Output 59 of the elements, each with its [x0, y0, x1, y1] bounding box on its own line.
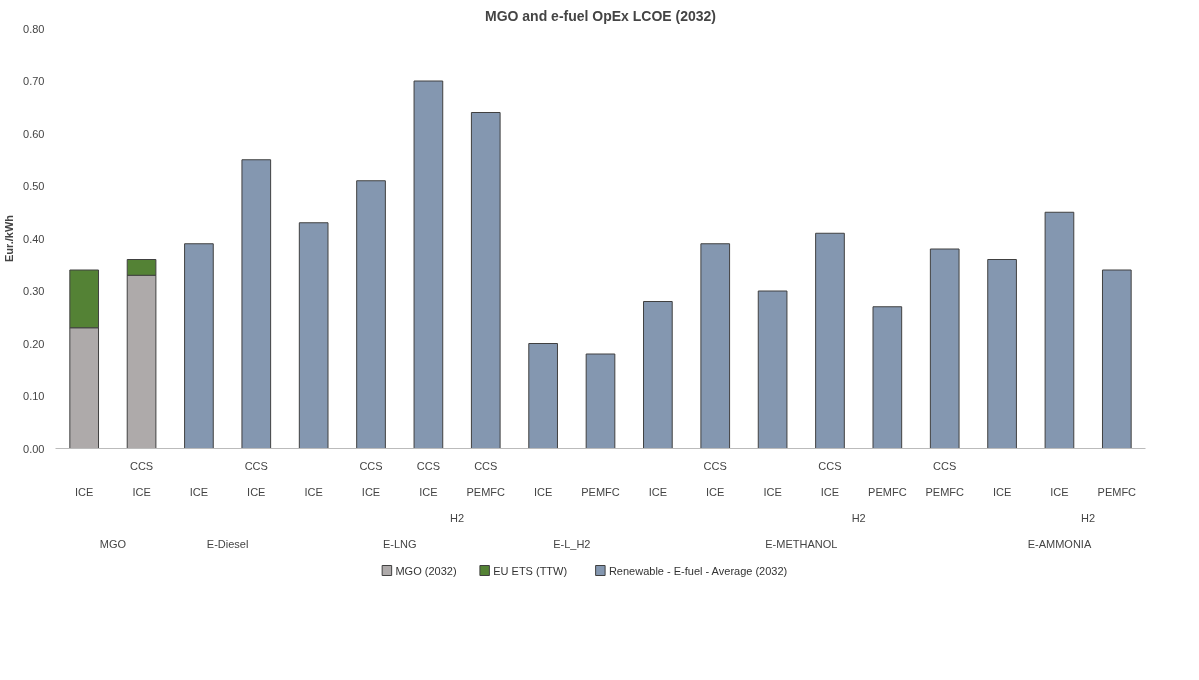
y-axis-title: Eur./kWh	[3, 214, 16, 263]
category-label: CCS ICE	[244, 459, 268, 498]
bar	[470, 112, 501, 449]
y-tick-label: 0.80	[23, 22, 45, 35]
bar	[987, 259, 1017, 449]
text: E-AMMONIA	[1027, 537, 1092, 550]
legend-label: Renewable - E-fuel - Average (2032)	[608, 564, 788, 577]
x-tick-label: ICE	[189, 485, 209, 498]
bar	[700, 243, 731, 449]
y-tick-label: 0.10	[23, 390, 45, 402]
bar	[929, 248, 960, 449]
text: E-Diesel	[206, 537, 249, 550]
bar	[298, 222, 329, 449]
x-tick-label: ICE	[992, 485, 1012, 498]
y-tick-label: 0.20	[23, 337, 45, 350]
bar	[184, 243, 214, 449]
bar	[815, 232, 845, 449]
text: H2	[450, 511, 465, 524]
text: H2	[1081, 511, 1096, 524]
bar	[585, 353, 616, 449]
chart-title: MGO and e-fuel OpEx LCOE (2032)	[484, 7, 717, 24]
x-tick-label: ICE	[763, 485, 782, 498]
text: MGO	[99, 537, 127, 550]
x-tick-label: PEMFC	[868, 485, 907, 498]
bar	[356, 180, 386, 449]
bar	[1044, 211, 1075, 449]
bar	[643, 301, 673, 449]
bar	[1101, 269, 1132, 449]
x-tick-label: ICE	[533, 485, 553, 498]
legend-label: EU ETS (TTW)	[493, 564, 568, 577]
text: E-L_H2	[553, 537, 591, 550]
x-tick-label: PEMFC	[1097, 485, 1137, 498]
bar	[528, 343, 558, 449]
category-label: CCS ICE	[359, 459, 383, 498]
x-tick-label: ICE	[648, 485, 668, 498]
x-tick-label: ICE	[304, 485, 323, 498]
category-label: CCS ICE	[703, 459, 727, 498]
y-tick-label: 0.50	[23, 180, 45, 192]
x-tick-label: ICE	[75, 485, 94, 498]
y-tick-label: 0.30	[23, 285, 45, 297]
bar	[413, 80, 444, 449]
x-tick-label: ICE	[1050, 485, 1069, 498]
y-tick-label: 0.70	[23, 75, 45, 87]
text: E-LNG	[382, 537, 417, 550]
legend-label: MGO (2032)	[395, 564, 457, 577]
category-label: CCS ICE	[129, 459, 154, 498]
y-tick-label: 0.60	[23, 127, 45, 140]
text: E-METHANOL	[765, 537, 838, 550]
category-label: CCS ICE	[416, 459, 441, 498]
category-label: CCS PEMFC	[925, 459, 964, 498]
category-label: CCS PEMFC	[466, 459, 506, 498]
x-tick-label: PEMFC	[581, 485, 620, 498]
bar	[757, 290, 788, 449]
bar	[241, 159, 272, 449]
text: H2	[851, 511, 866, 524]
bar	[872, 306, 903, 449]
y-tick-label: 0.00	[23, 442, 45, 455]
category-label: CCS ICE	[818, 459, 842, 498]
y-tick-label: 0.40	[23, 232, 45, 245]
